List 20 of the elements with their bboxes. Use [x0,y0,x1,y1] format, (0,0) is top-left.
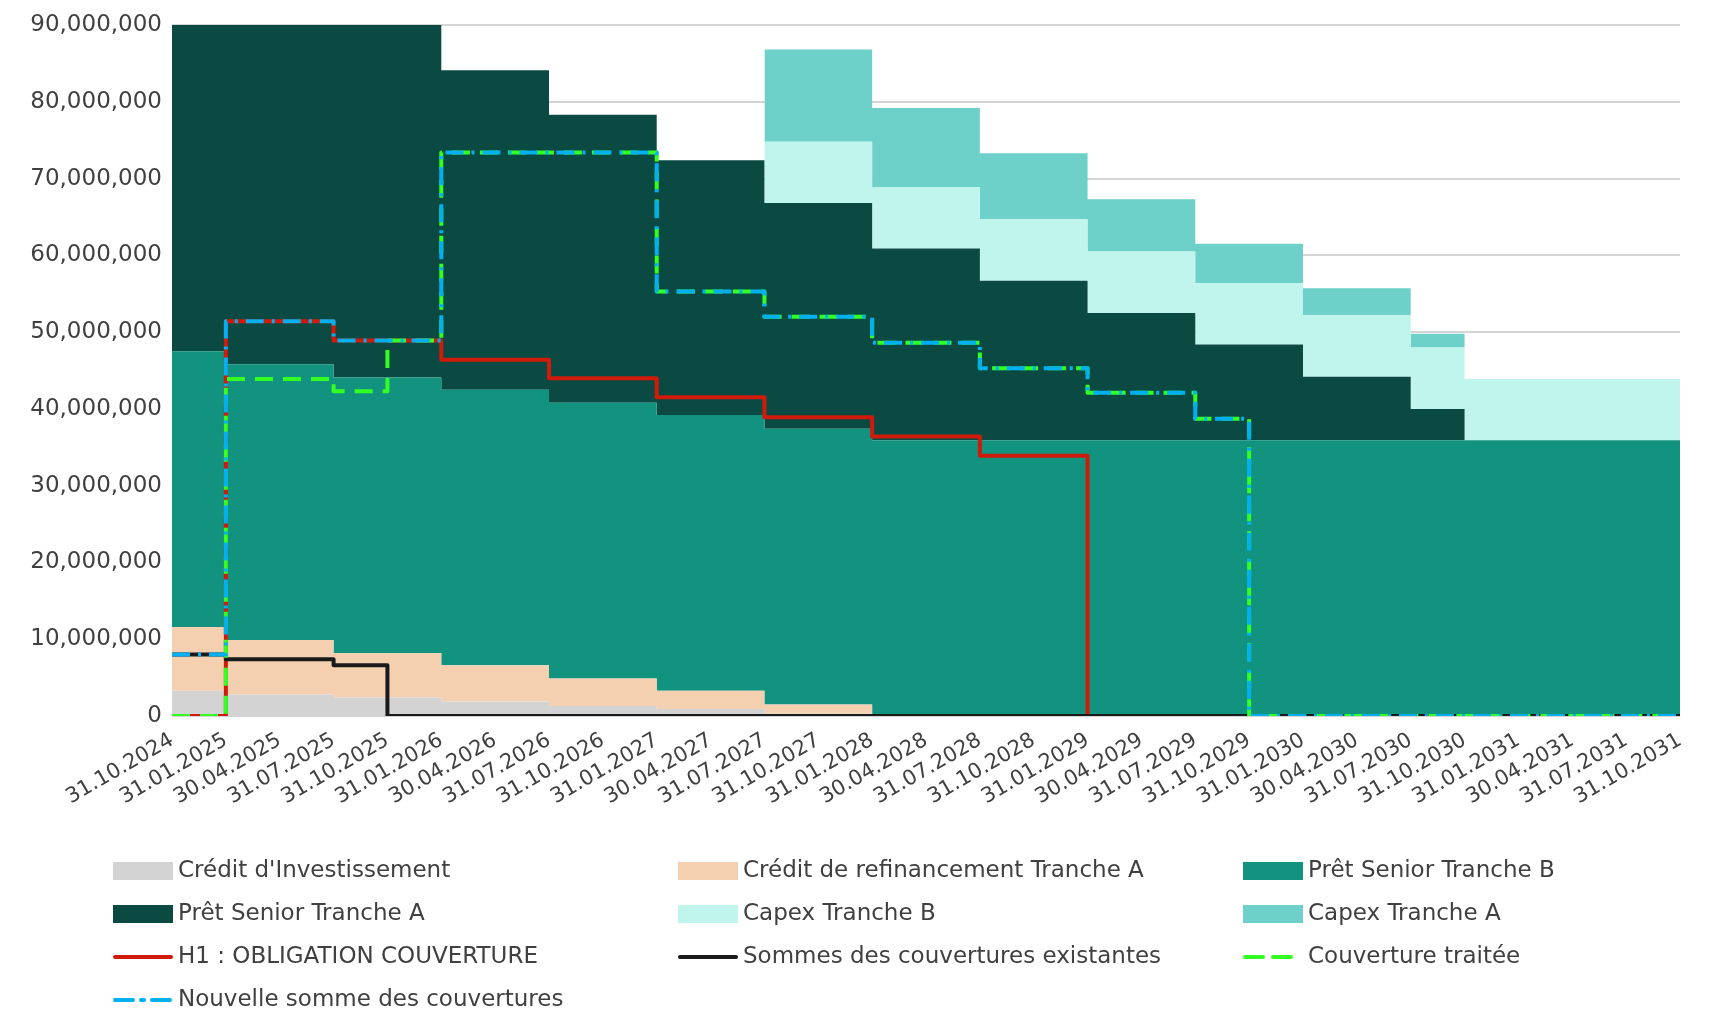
legend-label: Prêt Senior Tranche A [178,898,425,925]
legend-label: Nouvelle somme des couvertures [178,984,564,1011]
y-tick-label: 0 [147,700,162,727]
legend-label: Couverture traitée [1308,941,1521,968]
y-tick-label: 10,000,000 [30,624,162,651]
legend-label: H1 : OBLIGATION COUVERTURE [178,941,538,968]
legend-label: Sommes des couvertures existantes [743,941,1162,968]
legend-label: Prêt Senior Tranche B [1308,855,1555,882]
y-tick-label: 40,000,000 [30,393,162,420]
y-tick-label: 80,000,000 [30,86,162,113]
y-tick-label: 60,000,000 [30,240,162,267]
y-tick-label: 30,000,000 [30,470,162,497]
legend-label: Capex Tranche A [1308,898,1501,925]
legend-label: Crédit de refinancement Tranche A [743,855,1145,882]
y-tick-label: 20,000,000 [30,547,162,574]
legend-label: Crédit d'Investissement [178,855,451,882]
y-tick-label: 50,000,000 [30,317,162,344]
y-tick-label: 70,000,000 [30,163,162,190]
y-tick-label: 90,000,000 [30,9,162,36]
legend-label: Capex Tranche B [743,898,936,925]
